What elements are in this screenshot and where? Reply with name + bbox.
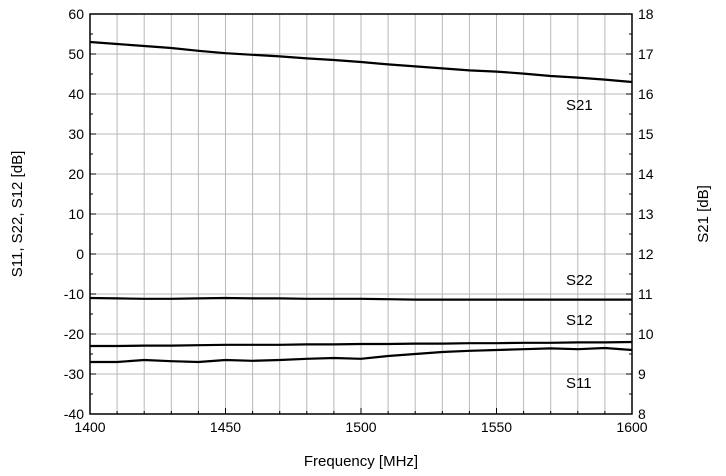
series-line-s12	[90, 340, 633, 348]
x-tick-label: 1600	[616, 419, 647, 435]
y-left-tick-label: -40	[64, 406, 84, 422]
y-right-tick-label: 9	[638, 366, 646, 382]
y-left-tick-label: -30	[64, 366, 84, 382]
x-tick-label: 1450	[210, 419, 241, 435]
y-left-tick-label: 30	[68, 126, 84, 142]
y-axis-right-title: S21 [dB]	[695, 185, 712, 243]
series-line-s11	[90, 346, 633, 364]
y-right-tick-label: 13	[638, 206, 654, 222]
y-left-tick-label: 60	[68, 6, 84, 22]
series-label-s11: S11	[566, 375, 592, 392]
x-tick-label: 1400	[74, 419, 105, 435]
y-right-tick-label: 10	[638, 326, 654, 342]
y-left-tick-label: 40	[68, 86, 84, 102]
series-label-s21: S21	[566, 97, 593, 114]
y-left-tick-label: -20	[64, 326, 84, 342]
y-right-tick-label: 8	[638, 406, 646, 422]
series-line-s22	[89, 296, 632, 301]
y-left-tick-label: 50	[68, 46, 84, 62]
y-left-tick-label: 0	[76, 246, 84, 262]
series-label-s12: S12	[566, 312, 593, 329]
series-labels: S21 S22 S12 S11	[566, 97, 593, 392]
x-axis-title: Frequency [MHz]	[304, 453, 418, 470]
y-right-tick-label: 17	[638, 46, 654, 62]
y-right-tick-label: 11	[638, 286, 653, 302]
y-left-tick-label: -10	[64, 286, 84, 302]
series-label-s22: S22	[566, 272, 593, 289]
series-line-s21	[89, 40, 633, 84]
y-axis-left-title: S11, S22, S12 [dB]	[9, 151, 26, 277]
y-right-tick-label: 15	[638, 126, 654, 142]
series-layer	[89, 40, 633, 364]
y-right-tick-label: 14	[638, 166, 654, 182]
y-left-tick-label: 20	[68, 166, 84, 182]
x-tick-label: 1500	[345, 419, 376, 435]
y-left-tick-label: 10	[68, 206, 84, 222]
x-tick-label: 1550	[481, 419, 512, 435]
axis-ticks	[89, 13, 633, 415]
tick-labels: 1400 1450 1500 1550 1600-40-30-20-1001020304…	[64, 6, 654, 435]
y-right-tick-label: 18	[638, 6, 654, 22]
grid-lines	[90, 14, 632, 414]
y-right-tick-label: 12	[638, 246, 654, 262]
y-right-tick-label: 16	[638, 86, 654, 102]
